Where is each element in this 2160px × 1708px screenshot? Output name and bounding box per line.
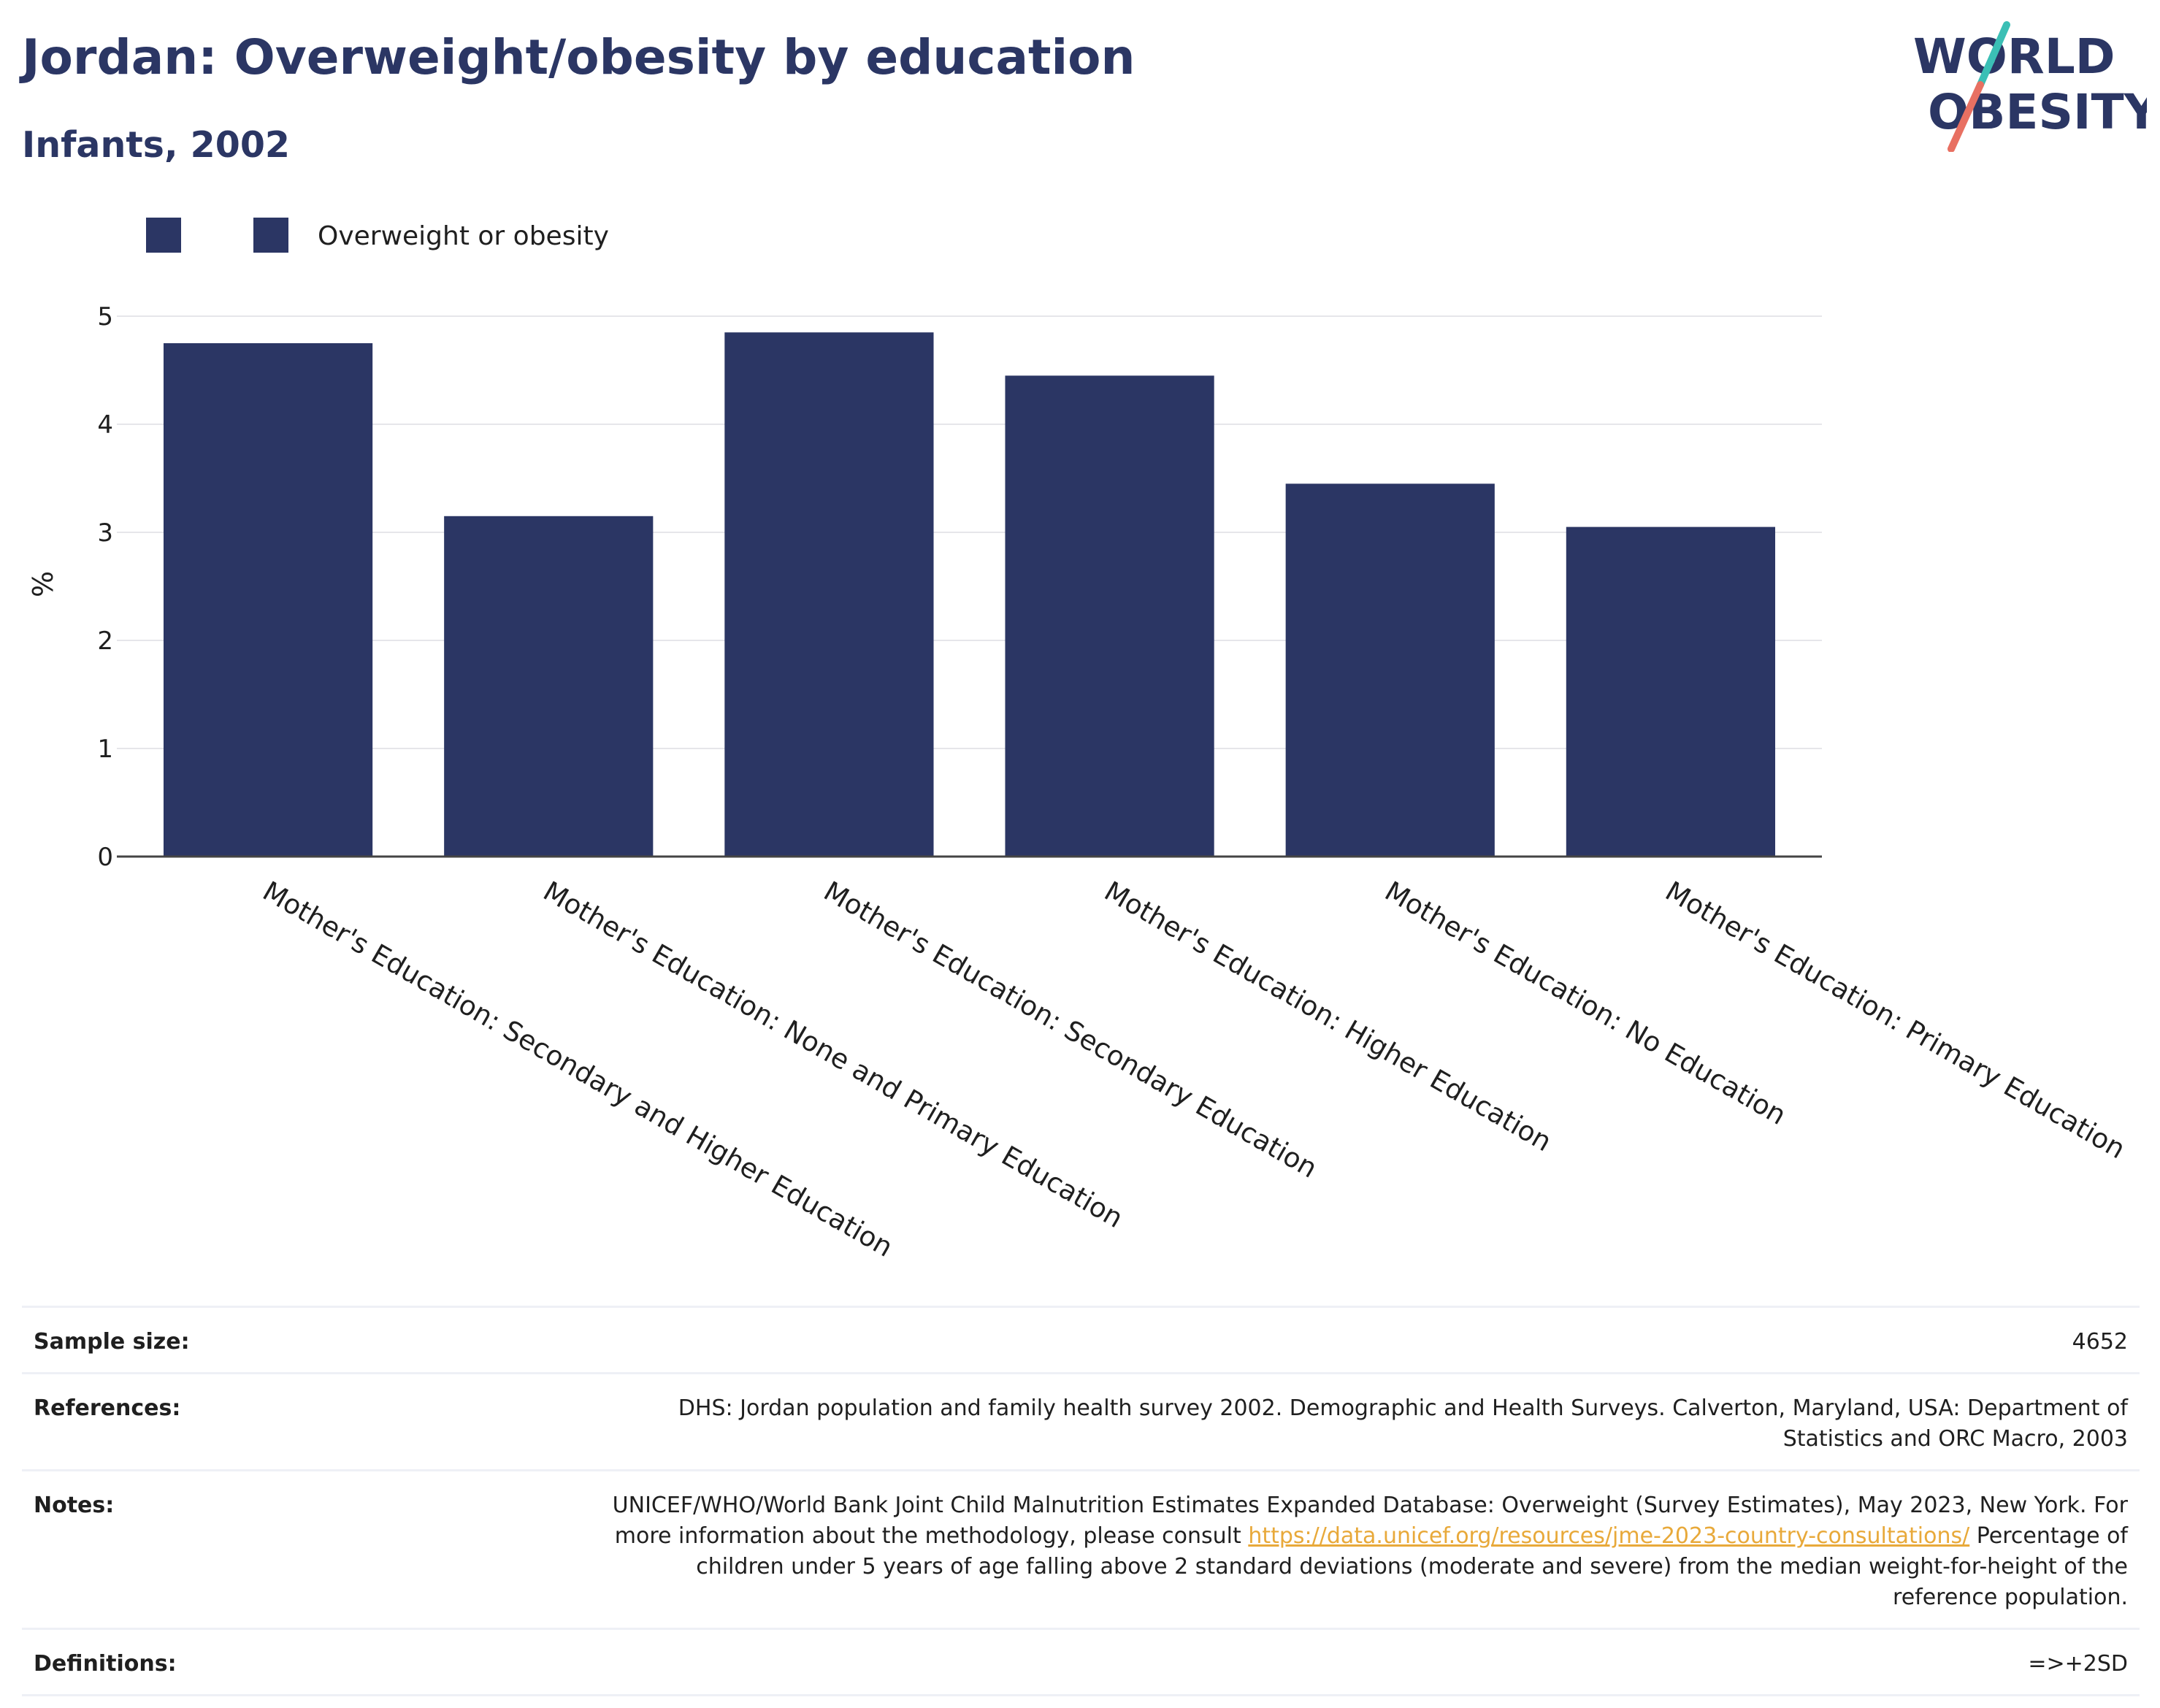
page-title: Jordan: Overweight/obesity by education xyxy=(22,29,1135,85)
bar-4 xyxy=(1285,483,1495,857)
info-row-notes: Notes: UNICEF/WHO/World Bank Joint Child… xyxy=(22,1471,2140,1630)
x-tick-label-5: Mother's Education: Primary Education xyxy=(1660,876,2130,1165)
y-tick-label-4: 4 xyxy=(97,410,113,440)
sample-size-value: 4652 xyxy=(2072,1329,2128,1355)
legend-swatch-0 xyxy=(146,218,181,253)
info-row-references: References: DHS: Jordan population and f… xyxy=(22,1374,2140,1471)
bar-0 xyxy=(163,343,373,857)
info-row-sample-size: Sample size: 4652 xyxy=(22,1308,2140,1374)
notes-link[interactable]: https://data.unicef.org/resources/jme-20… xyxy=(1248,1523,1970,1549)
notes-value: UNICEF/WHO/World Bank Joint Child Malnut… xyxy=(594,1490,2128,1613)
bar-2 xyxy=(724,332,934,857)
y-tick-label-3: 3 xyxy=(97,518,113,548)
y-axis-ticks: 0 1 2 3 4 5 xyxy=(97,302,113,872)
info-table: Sample size: 4652 References: DHS: Jorda… xyxy=(22,1306,2140,1696)
bar-chart: Overweight or obesity 0 1 2 3 4 5 Mother's Ed… xyxy=(27,218,2131,1263)
x-tick-label-2: Mother's Education: Secondary Education xyxy=(819,876,1322,1184)
x-tick-label-3: Mother's Education: Higher Education xyxy=(1099,876,1557,1158)
sample-size-label: Sample size: xyxy=(34,1329,190,1355)
notes-text-after: Percentage of children under 5 years of … xyxy=(696,1523,2128,1610)
y-tick-label-1: 1 xyxy=(97,735,113,764)
references-label: References: xyxy=(34,1395,181,1421)
logo-line-1: WORLD xyxy=(1913,28,2115,85)
info-row-definitions: Definitions: =>+2SD xyxy=(22,1630,2140,1696)
bar-1 xyxy=(444,516,654,857)
definitions-value: =>+2SD xyxy=(2028,1651,2128,1677)
page-subtitle: Infants, 2002 xyxy=(22,124,291,166)
y-tick-label-0: 0 xyxy=(97,843,113,872)
legend-swatch-1 xyxy=(253,218,288,253)
x-tick-label-1: Mother's Education: None and Primary Edu… xyxy=(538,876,1129,1235)
world-obesity-logo: WORLD OBESITY xyxy=(1913,21,2147,152)
definitions-label: Definitions: xyxy=(34,1651,177,1677)
notes-text-before: UNICEF/WHO/World Bank Joint Child Malnut… xyxy=(612,1493,2128,1549)
x-axis-labels: Mother's Education: Secondary and Higher… xyxy=(258,876,2131,1263)
x-tick-label-0: Mother's Education: Secondary and Higher… xyxy=(258,876,898,1263)
bar-5 xyxy=(1566,526,1776,857)
notes-label: Notes: xyxy=(34,1493,115,1518)
logo-slash-teal xyxy=(1977,21,2010,88)
logo-slash-coral xyxy=(1948,81,1984,152)
chart-grid xyxy=(117,315,1822,749)
y-axis-title: % xyxy=(27,571,59,597)
y-tick-label-5: 5 xyxy=(97,302,113,332)
chart-bars xyxy=(117,332,1822,858)
legend-label-1: Overweight or obesity xyxy=(318,221,609,251)
chart-legend: Overweight or obesity xyxy=(146,218,609,253)
references-value: DHS: Jordan population and family health… xyxy=(678,1395,2128,1452)
y-tick-label-2: 2 xyxy=(97,627,113,656)
bar-3 xyxy=(1005,375,1214,857)
